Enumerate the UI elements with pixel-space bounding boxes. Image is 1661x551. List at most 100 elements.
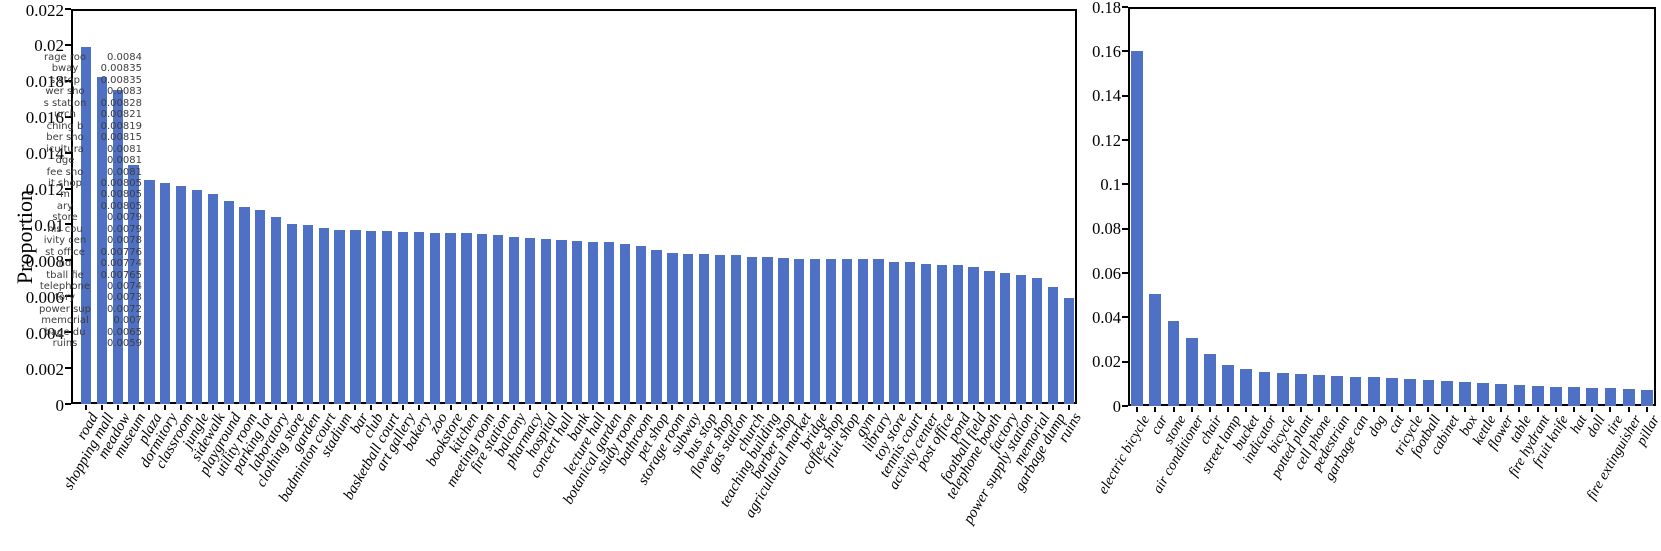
bar-bakery xyxy=(413,231,424,404)
annotation-value: 0.0081 xyxy=(107,166,142,178)
x-tick-mark xyxy=(1154,407,1157,412)
x-tick-mark xyxy=(719,405,721,410)
y-tick-label: 0.14 xyxy=(1092,86,1121,106)
bar-playground xyxy=(223,201,234,404)
x-tick-mark xyxy=(1067,405,1070,410)
y-tick-label: 0 xyxy=(1112,396,1121,416)
annotation-category-fragment: ruins xyxy=(52,338,78,350)
bar-indicator xyxy=(1258,371,1271,406)
y-tick-label: 0.008 xyxy=(25,251,64,271)
x-tick-mark xyxy=(560,405,563,410)
bar-toy-store xyxy=(889,262,900,404)
bar-basketball-court xyxy=(382,231,393,404)
annotation-value: 0.0083 xyxy=(107,86,142,98)
y-tick-mark xyxy=(1122,227,1128,230)
annotation-category-fragment: store xyxy=(52,212,78,224)
bar-road xyxy=(80,46,92,404)
x-tick-mark xyxy=(180,405,183,410)
bar-hospital xyxy=(540,238,551,404)
x-tick-mark xyxy=(1299,407,1302,412)
bar-memorial xyxy=(1031,278,1043,404)
annotation-category-fragment: memorial xyxy=(41,315,89,327)
x-tick-mark xyxy=(750,405,753,410)
annotation-category-fragment: icultura xyxy=(46,143,84,155)
annotation-value: 0.00776 xyxy=(100,246,142,258)
bar-bucket xyxy=(1240,368,1253,406)
y-tick-label: 0.006 xyxy=(25,287,64,307)
annotation-value: 0.0072 xyxy=(107,303,142,315)
bar-study-room xyxy=(619,244,631,404)
annotation-value: 0.007 xyxy=(113,315,142,327)
x-tick-mark xyxy=(211,405,214,410)
bar-barber-shop xyxy=(778,257,789,404)
bar-coffee-shop xyxy=(825,258,837,404)
y-tick-label: 0 xyxy=(55,395,65,415)
bar-garbage-dump xyxy=(1047,287,1058,404)
x-tick-mark xyxy=(1263,407,1266,412)
y-tick-mark xyxy=(65,259,71,262)
annotation-value: 0.00805 xyxy=(100,189,142,201)
x-tick-mark xyxy=(1051,405,1054,410)
bar-power-supply-station xyxy=(1016,274,1027,404)
x-tick-mark xyxy=(576,405,579,410)
annotation-category-fragment: it shop xyxy=(48,177,82,189)
bar-parking-lot xyxy=(255,210,266,404)
bar-lecture-hall xyxy=(588,241,599,404)
annotation-category-fragment: wer sho xyxy=(45,86,85,98)
x-tick-mark xyxy=(734,405,737,410)
y-tick-mark xyxy=(65,43,71,46)
annotation-value: 0.0081 xyxy=(107,143,142,155)
x-tick-mark xyxy=(1354,407,1357,412)
annotation-category-fragment: power sup xyxy=(39,303,91,315)
bar-subway xyxy=(683,254,694,404)
bar-utility-room xyxy=(239,206,250,404)
x-tick-mark xyxy=(782,405,785,410)
bar-pharmacy xyxy=(524,237,535,404)
bar-tricycle xyxy=(1404,378,1417,406)
y-tick-label: 0.02 xyxy=(34,36,64,56)
bar-badminton-court xyxy=(318,228,329,404)
bar-concert-hall xyxy=(556,239,567,404)
bar-bus-stop xyxy=(699,254,710,404)
x-tick-mark xyxy=(972,405,975,410)
x-tick-mark xyxy=(291,405,294,410)
x-tick-mark xyxy=(132,405,135,410)
bar-fruit-shop xyxy=(841,259,852,404)
bar-ruins xyxy=(1063,298,1074,404)
bar-potted-plant xyxy=(1295,374,1307,406)
bar-plaza xyxy=(144,180,155,404)
annotation-category-fragment: fee sho xyxy=(46,166,84,178)
bar-tire xyxy=(1604,388,1617,406)
x-tick-mark xyxy=(1500,407,1503,412)
x-tick-mark xyxy=(1208,407,1211,412)
bar-gym xyxy=(857,259,868,404)
x-tick-mark xyxy=(1645,407,1648,412)
bar-telephone-booth xyxy=(984,271,995,404)
bar-street-lamp xyxy=(1222,364,1235,406)
bar-car xyxy=(1149,294,1162,406)
bar-fire-station xyxy=(492,235,504,404)
bar-air-conditioner xyxy=(1185,338,1198,406)
bar-dormitory xyxy=(160,183,171,404)
y-tick-label: 0.06 xyxy=(1092,263,1121,283)
x-tick-mark xyxy=(1281,407,1284,412)
bar-fire-extinguisher xyxy=(1622,388,1635,406)
x-tick-mark xyxy=(195,405,198,410)
bar-stadium xyxy=(334,229,345,404)
bar-meadow xyxy=(112,89,123,404)
annotation-value: 0.0073 xyxy=(107,292,142,304)
y-tick-mark xyxy=(65,223,71,226)
annotation-value: 0.00815 xyxy=(100,132,142,144)
annotation-value: 0.00774 xyxy=(100,258,142,270)
annotation-value: 0.0079 xyxy=(107,212,142,224)
x-tick-mark xyxy=(687,405,690,410)
y-tick-mark xyxy=(1122,316,1128,319)
bar-hat xyxy=(1568,387,1580,406)
y-tick-label: 0.1 xyxy=(1100,175,1121,195)
y-tick-label: 0.04 xyxy=(1092,308,1121,328)
y-tick-label: 0.018 xyxy=(25,72,64,92)
annotation-category-fragment: ivity cen xyxy=(43,235,87,247)
annotation-value: 0.0065 xyxy=(107,326,142,338)
bar-gas-station xyxy=(730,255,741,404)
